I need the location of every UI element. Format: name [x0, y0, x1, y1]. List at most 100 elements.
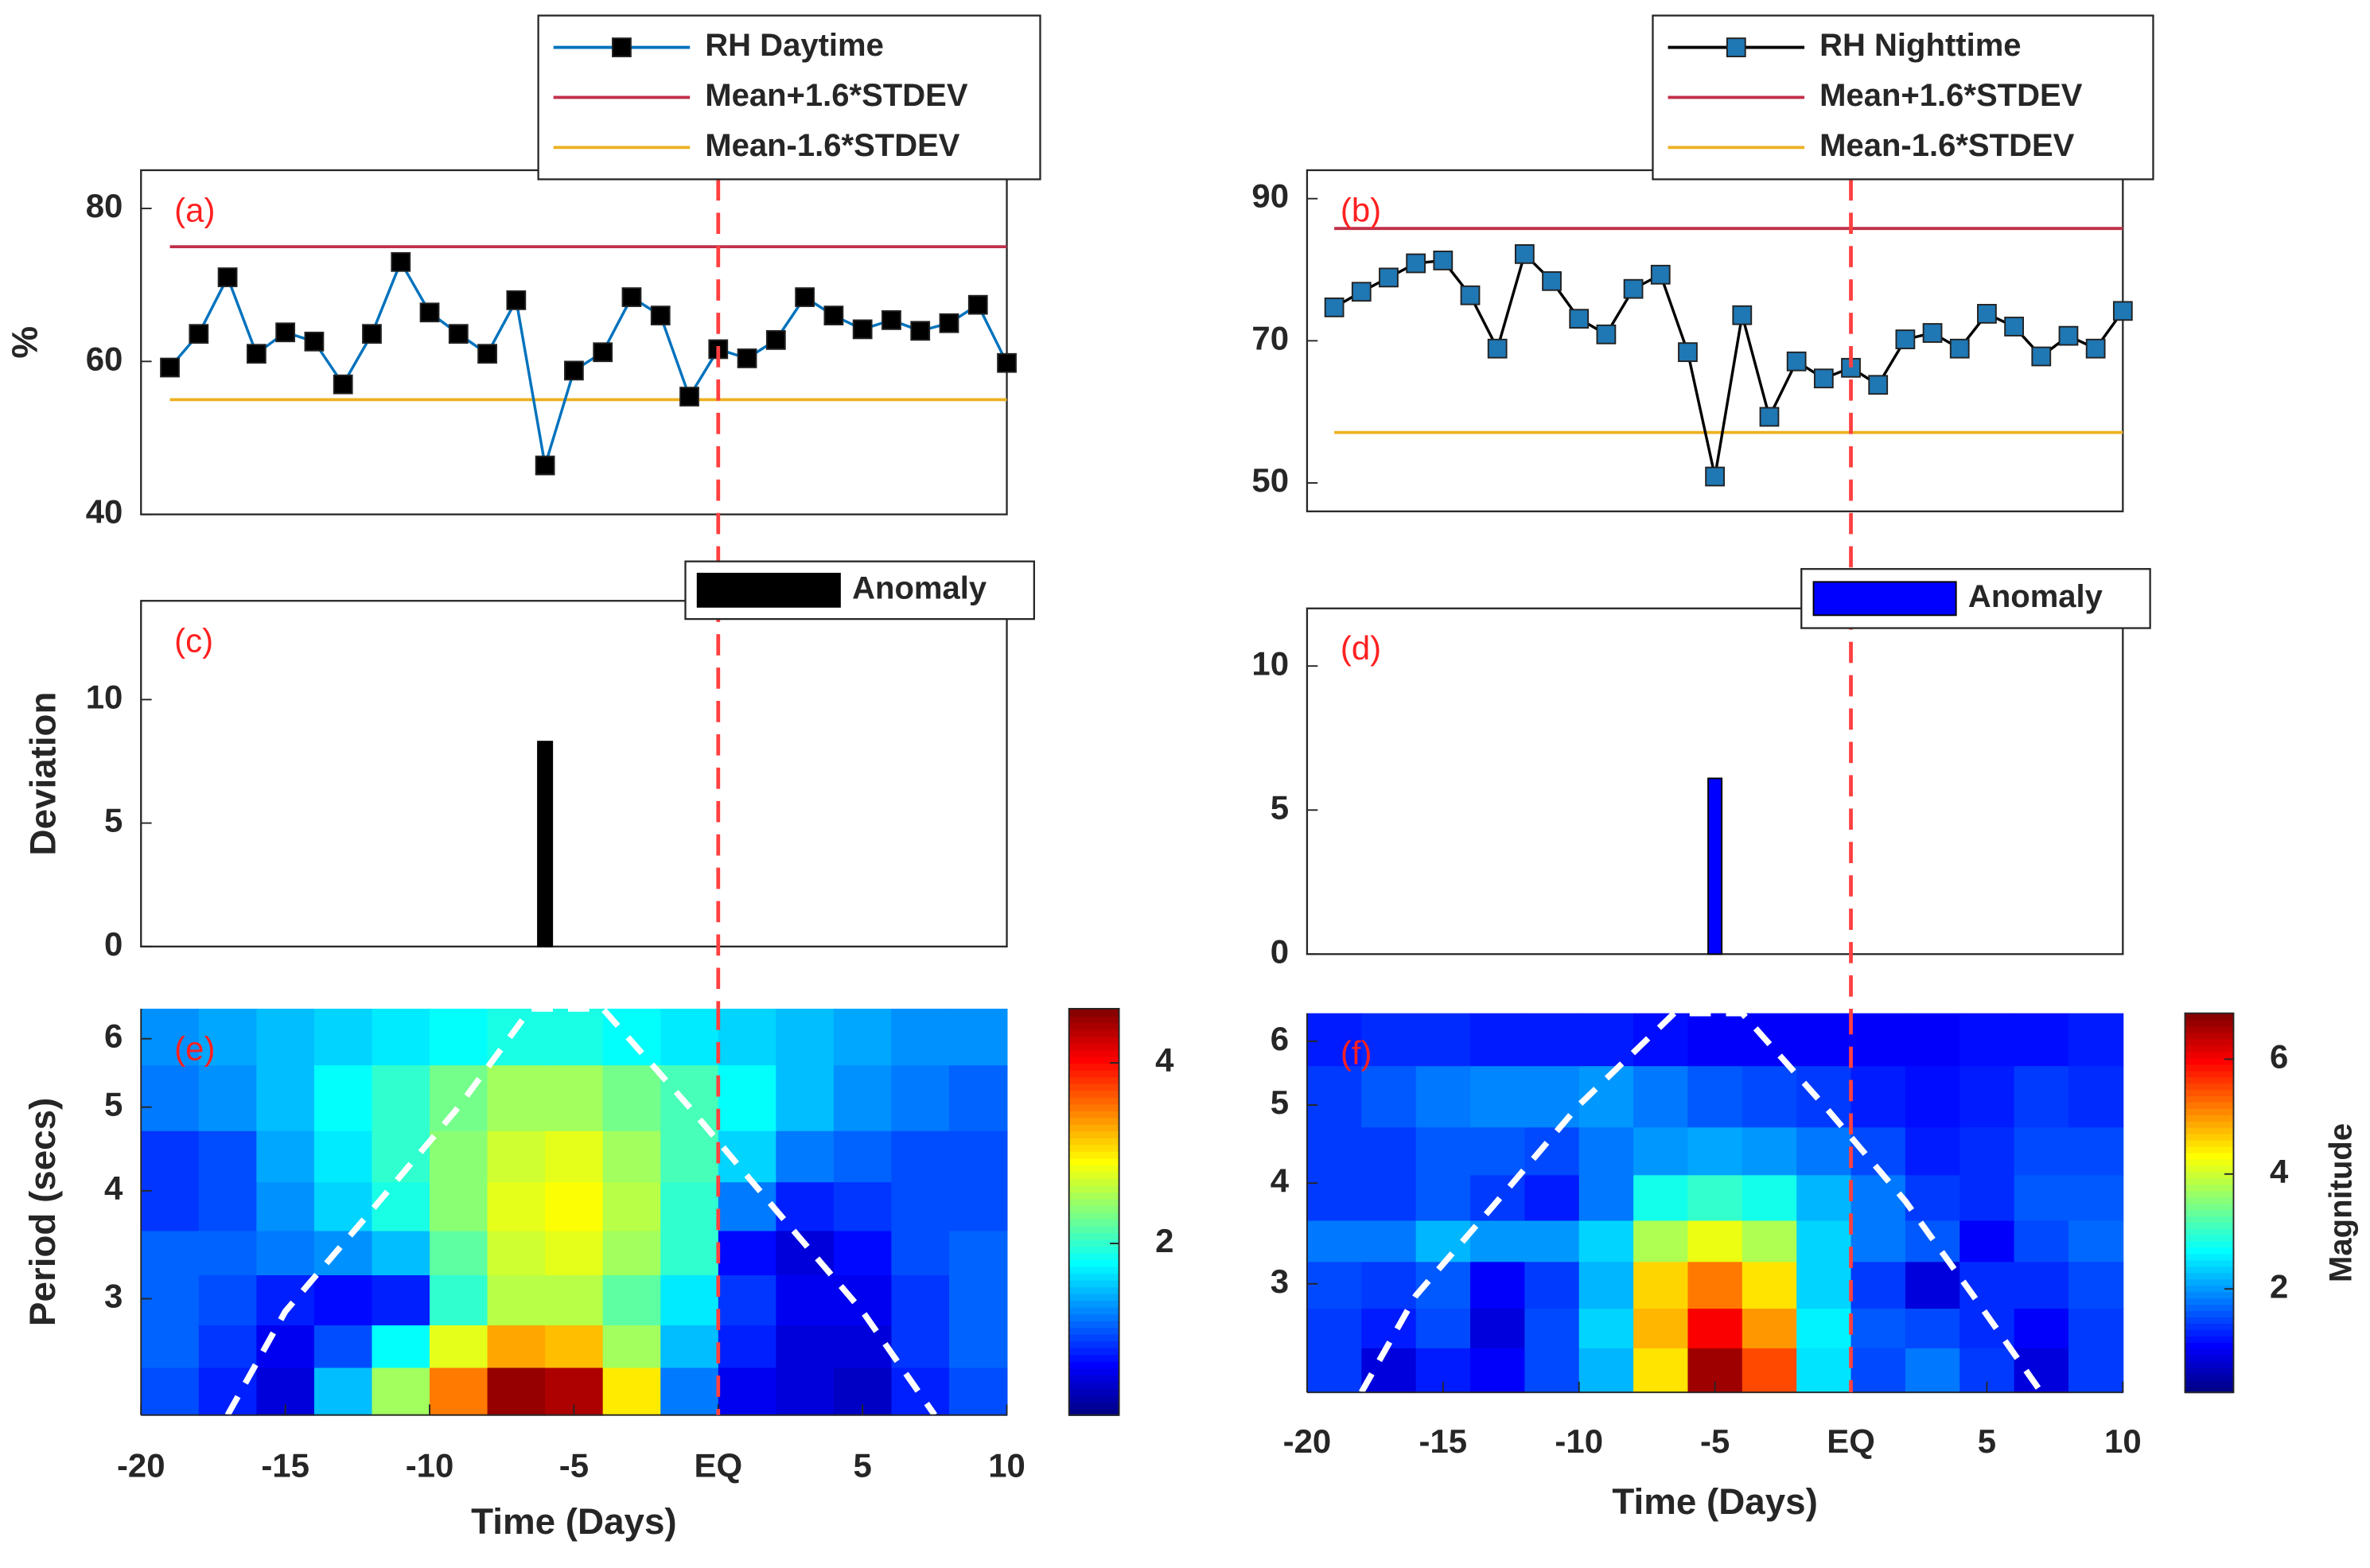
- colorbar-slice: [2185, 1013, 2234, 1021]
- heatmap-cell: [1306, 1220, 1363, 1263]
- colorbar-slice: [2185, 1322, 2234, 1330]
- colorbar-slice: [1068, 1239, 1119, 1247]
- colorbar-slice: [2185, 1341, 2234, 1349]
- x-tick-label: -20: [1283, 1422, 1332, 1460]
- heatmap-cell: [256, 1064, 315, 1131]
- heatmap-cell: [1850, 1174, 1906, 1221]
- series-marker: [939, 313, 959, 333]
- heatmap-cell: [1524, 1126, 1580, 1176]
- series-marker: [1487, 338, 1508, 359]
- series-marker: [737, 348, 757, 368]
- heatmap-cell: [1796, 1347, 1852, 1394]
- heatmap-cell: [430, 1181, 488, 1231]
- colorbar-slice: [2185, 1228, 2234, 1235]
- heatmap-cell: [602, 1230, 662, 1276]
- colorbar-slice: [2185, 1038, 2234, 1046]
- colorbar-slice: [2185, 1101, 2234, 1109]
- heatmap-cell: [1687, 1220, 1743, 1263]
- colorbar-slice: [2185, 1064, 2234, 1072]
- heatmap-cell: [1905, 1308, 1961, 1348]
- series-marker: [160, 357, 180, 378]
- heatmap-cell: [891, 1325, 950, 1368]
- colorbar-slice: [2185, 1354, 2234, 1362]
- series-marker: [564, 360, 584, 381]
- heatmap-cell: [602, 1130, 662, 1183]
- series-marker: [448, 324, 469, 344]
- colorbar-slice: [1068, 1171, 1119, 1179]
- heatmap-cell: [2014, 1261, 2069, 1309]
- colorbar-slice: [1068, 1340, 1119, 1348]
- series-marker: [1569, 309, 1590, 329]
- heatmap-cell: [1470, 1065, 1526, 1128]
- plot-frame: [140, 600, 1008, 947]
- heatmap-cell: [430, 1274, 488, 1325]
- heatmap-cell: [313, 1367, 373, 1416]
- colorbar-slice: [1068, 1056, 1119, 1064]
- heatmap-cell: [1361, 1065, 1417, 1128]
- heatmap-cell: [718, 1181, 777, 1231]
- series-marker: [246, 344, 267, 364]
- colorbar-slice: [1068, 1069, 1119, 1078]
- heatmap-cell: [372, 1230, 430, 1276]
- heatmap-cell: [1633, 1347, 1689, 1394]
- heatmap-cell: [1905, 1013, 1961, 1067]
- heatmap-cell: [372, 1367, 430, 1416]
- heatmap-cell: [313, 1230, 373, 1276]
- colorbar-slice: [1068, 1103, 1119, 1111]
- colorbar-slice: [2185, 1335, 2234, 1343]
- y-tick-label: 50: [1251, 461, 1289, 499]
- series-marker: [506, 290, 527, 310]
- colorbar-slice: [1068, 1137, 1119, 1146]
- heatmap-cell: [256, 1130, 315, 1183]
- heatmap-cell: [141, 1181, 200, 1231]
- heatmap-cell: [1578, 1174, 1635, 1221]
- colorbar-slice: [2185, 1348, 2234, 1356]
- heatmap-cell: [1687, 1126, 1743, 1176]
- colorbar-slice: [2185, 1025, 2234, 1033]
- series-marker: [1705, 466, 1726, 487]
- series-marker: [1678, 342, 1698, 363]
- colorbar-tick-label: 4: [1155, 1041, 1174, 1079]
- colorbar-slice: [1068, 1320, 1119, 1329]
- colorbar-tick-label: 6: [2270, 1037, 2288, 1075]
- colorbar-slice: [1068, 1259, 1119, 1267]
- heatmap-cell: [602, 1367, 662, 1416]
- colorbar-slice: [1068, 1360, 1119, 1369]
- panel-label: (d): [1341, 629, 1381, 667]
- heatmap-cell: [198, 1325, 258, 1368]
- heatmap-cell: [141, 1274, 200, 1325]
- heatmap-cell: [372, 1008, 430, 1066]
- heatmap-cell: [1470, 1347, 1526, 1394]
- heatmap-cell: [430, 1230, 488, 1276]
- colorbar-slice: [2185, 1259, 2234, 1267]
- series-marker: [2031, 346, 2052, 367]
- cone-of-influence: [1358, 1010, 2044, 1395]
- colorbar-slice: [2185, 1278, 2234, 1286]
- heatmap-cell: [372, 1181, 430, 1231]
- heatmap-cell: [313, 1325, 373, 1368]
- heatmap-cell: [545, 1130, 604, 1183]
- heatmap-cell: [1850, 1013, 1906, 1067]
- series-marker: [852, 319, 873, 340]
- colorbar-slice: [2185, 1360, 2234, 1368]
- heatmap-cell: [602, 1325, 662, 1368]
- heatmap-cell: [1796, 1065, 1852, 1128]
- heatmap-cell: [891, 1274, 950, 1325]
- colorbar-slice: [1068, 1021, 1119, 1030]
- x-tick-label: -10: [1555, 1422, 1603, 1460]
- colorbar-slice: [1068, 1150, 1119, 1159]
- colorbar-slice: [2185, 1095, 2234, 1103]
- colorbar-slice: [2185, 1367, 2234, 1375]
- colorbar-slice: [1068, 1130, 1119, 1138]
- heatmap-cell: [1306, 1347, 1363, 1394]
- heatmap-cell: [948, 1064, 1008, 1131]
- heatmap-cell: [833, 1230, 893, 1276]
- colorbar-slice: [2185, 1303, 2234, 1312]
- heatmap-cell: [487, 1274, 547, 1325]
- series-marker: [1623, 278, 1644, 299]
- heatmap-cell: [2068, 1013, 2124, 1067]
- heatmap-cell: [1524, 1347, 1580, 1394]
- y-tick-label: 70: [1251, 319, 1289, 356]
- colorbar-slice: [2185, 1177, 2234, 1185]
- series-marker: [304, 331, 325, 352]
